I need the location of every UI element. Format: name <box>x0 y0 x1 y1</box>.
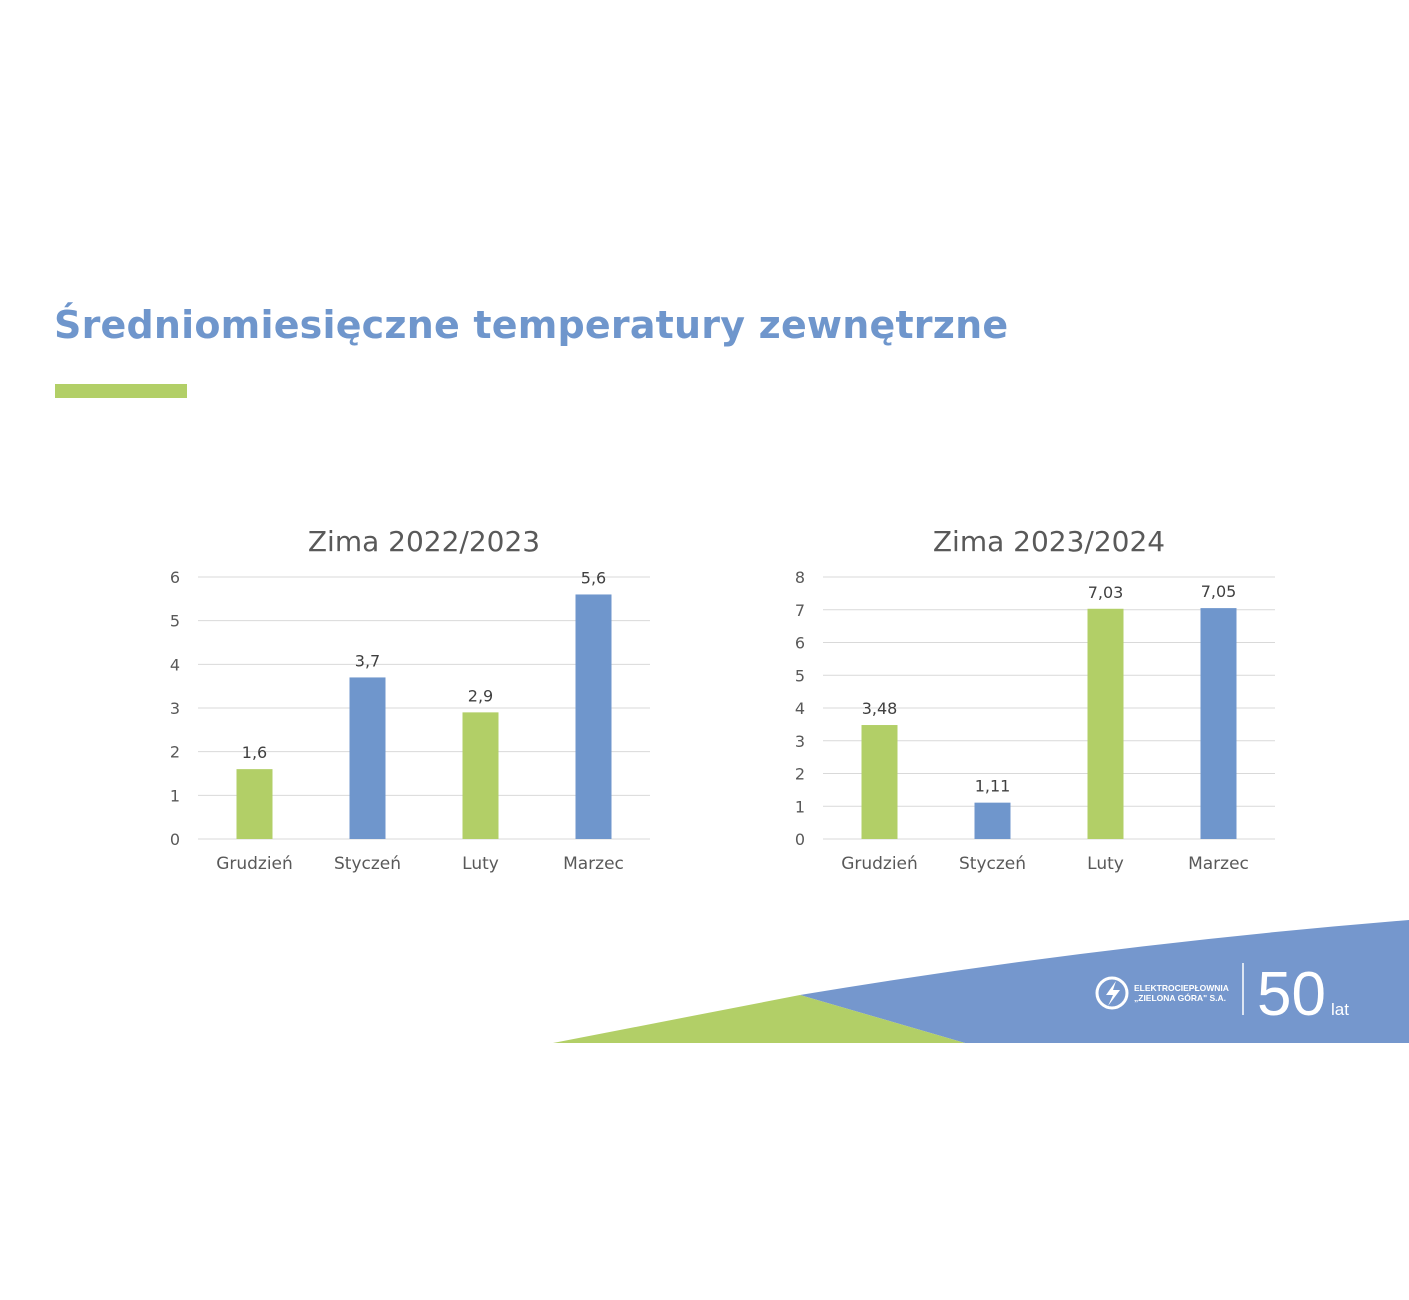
y-tick-label: 0 <box>170 830 180 849</box>
y-tick-label: 0 <box>795 830 805 849</box>
data-label: 1,6 <box>242 743 267 762</box>
chart-winter-2023-2024: Zima 2023/2024 0 1 2 3 4 5 6 7 8 3,48 Grudzień 1,11 S… <box>795 525 1275 874</box>
category-label: Marzec <box>563 854 624 874</box>
data-label: 7,03 <box>1088 583 1124 602</box>
title-accent-bar <box>55 384 187 398</box>
company-logo: ELEKTROCIEPŁOWNIA „ZIELONA GÓRA" S.A. <box>1095 976 1229 1010</box>
data-label: 3,7 <box>355 651 380 670</box>
y-tick-label: 3 <box>170 699 180 718</box>
lightning-icon <box>1106 981 1120 1006</box>
logo-line-2: „ZIELONA GÓRA" S.A. <box>1134 992 1226 1003</box>
y-tick-label: 1 <box>170 786 180 805</box>
anniversary-number: 50 <box>1257 960 1326 1029</box>
y-tick-label: 4 <box>795 699 805 718</box>
bar-3 <box>1200 608 1237 839</box>
y-tick-label: 6 <box>170 568 180 587</box>
y-tick-label: 1 <box>795 797 805 816</box>
y-tick-label: 2 <box>795 765 805 784</box>
bar-1 <box>974 802 1011 839</box>
anniversary-unit: lat <box>1331 1000 1349 1019</box>
y-tick-label: 5 <box>795 666 805 685</box>
y-tick-label: 7 <box>795 601 805 620</box>
category-label: Marzec <box>1188 854 1249 874</box>
bar-0 <box>861 725 898 839</box>
category-label: Styczeń <box>334 854 401 874</box>
y-tick-label: 5 <box>170 612 180 631</box>
y-tick-label: 6 <box>795 634 805 653</box>
data-label: 2,9 <box>468 686 493 705</box>
category-label: Styczeń <box>959 854 1026 874</box>
bar-0 <box>236 769 273 839</box>
data-label: 3,48 <box>862 699 898 718</box>
category-label: Luty <box>462 854 499 874</box>
bar-2 <box>1087 608 1124 839</box>
slide-title: Średniomiesięczne temperatury zewnętrzne <box>54 303 1009 347</box>
bar-3 <box>575 594 612 839</box>
footer-green-shape <box>553 995 965 1043</box>
data-label: 5,6 <box>581 568 606 587</box>
chart-title: Zima 2023/2024 <box>933 525 1165 558</box>
bar-1 <box>349 677 386 839</box>
y-tick-label: 3 <box>795 732 805 751</box>
category-label: Grudzień <box>841 854 918 874</box>
logo-line-1: ELEKTROCIEPŁOWNIA <box>1134 983 1229 993</box>
data-label: 7,05 <box>1201 582 1237 601</box>
bar-2 <box>462 712 499 839</box>
chart-winter-2022-2023: Zima 2022/2023 0 1 2 3 4 5 6 1,6 Grudzień 3,7 Stycz… <box>170 525 650 874</box>
logo-ring-icon <box>1095 976 1129 1010</box>
category-label: Grudzień <box>216 854 293 874</box>
y-tick-label: 2 <box>170 743 180 762</box>
chart-title: Zima 2022/2023 <box>308 525 540 558</box>
data-label: 1,11 <box>975 777 1011 796</box>
y-tick-label: 8 <box>795 568 805 587</box>
category-label: Luty <box>1087 854 1124 874</box>
y-tick-label: 4 <box>170 655 180 674</box>
footer-banner: ELEKTROCIEPŁOWNIA „ZIELONA GÓRA" S.A. 50… <box>553 920 1409 1043</box>
